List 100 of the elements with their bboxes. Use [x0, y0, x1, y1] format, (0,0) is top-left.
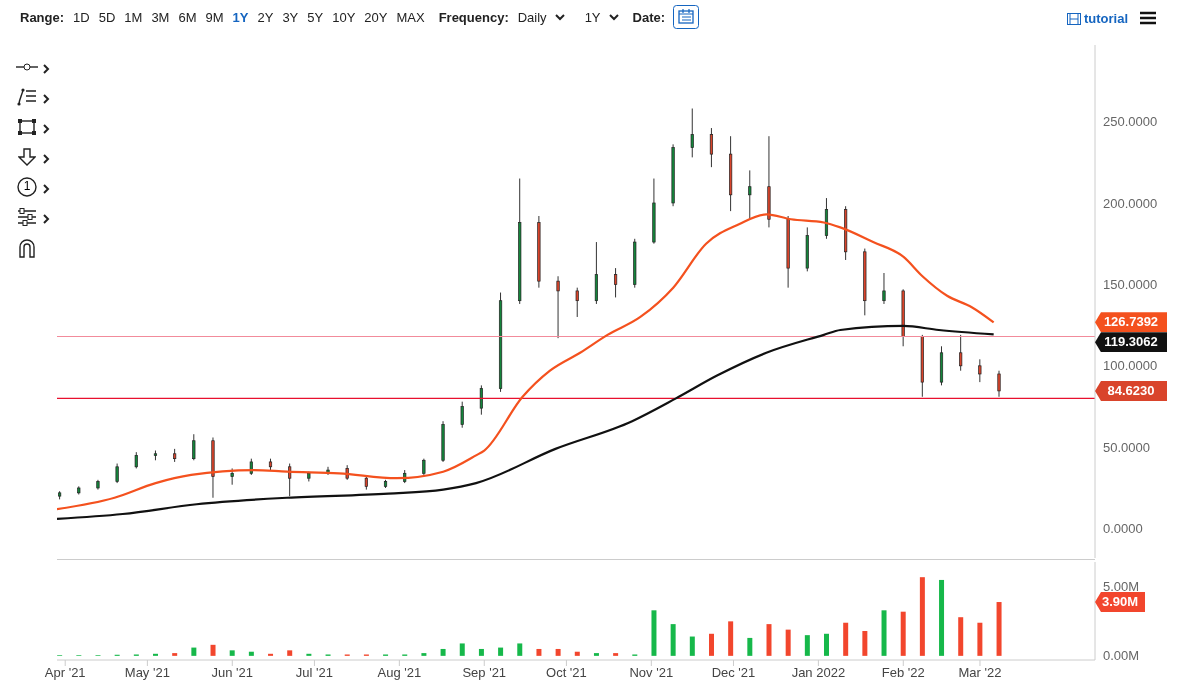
x-tick-label: Oct '21 — [546, 665, 587, 681]
y-tick-label: 5.00M — [1103, 579, 1140, 595]
bar — [881, 610, 887, 656]
bar — [268, 653, 274, 656]
bar — [977, 622, 983, 656]
text: 3M — [151, 9, 170, 25]
y-tick-label: 50.0000 — [1103, 439, 1150, 455]
y-tick-label: 200.0000 — [1103, 195, 1158, 211]
candlestick — [709, 127, 714, 168]
bar — [766, 624, 772, 656]
y-tick-label: 250.0000 — [1103, 114, 1158, 130]
text: tutorial — [1083, 11, 1128, 26]
text: MAX — [396, 9, 425, 25]
text: 126.7392 — [1095, 312, 1167, 333]
bar — [459, 643, 465, 656]
bar — [651, 610, 657, 656]
x-tick-label: Jan 2022 — [791, 665, 846, 681]
candlestick — [556, 275, 560, 339]
candlestick — [192, 433, 196, 461]
candlestick — [748, 169, 752, 220]
text: 1Y — [232, 9, 249, 25]
text: 9M — [205, 9, 224, 25]
x-tick-label: Feb '22 — [881, 665, 925, 681]
bar — [210, 644, 216, 656]
candlestick — [575, 287, 579, 318]
candlestick — [613, 267, 618, 298]
x-tick-label: Aug '21 — [377, 665, 422, 681]
bar — [478, 648, 484, 656]
bar — [248, 651, 254, 656]
bar — [689, 636, 695, 656]
y-tick-label: 0.00M — [1103, 648, 1140, 664]
bar — [191, 647, 197, 656]
candlestick — [460, 401, 464, 429]
text: Range: — [20, 9, 65, 25]
text: 10Y — [332, 9, 356, 25]
bar — [574, 651, 580, 656]
candlestick — [959, 334, 963, 372]
y-tick-label: 0.0000 — [1103, 521, 1143, 537]
bar — [287, 650, 293, 656]
bar — [958, 617, 964, 656]
bar — [421, 653, 427, 656]
candlestick — [997, 370, 1001, 398]
text: Daily — [517, 9, 547, 25]
x-tick-label: Jul '21 — [295, 665, 334, 681]
bar — [670, 624, 676, 656]
text: 119.3062 — [1095, 332, 1167, 353]
y-tick-label: 150.0000 — [1103, 277, 1158, 293]
bar — [229, 650, 235, 656]
text: 84.6230 — [1095, 380, 1167, 401]
bar — [728, 621, 734, 656]
bar — [593, 653, 599, 656]
x-tick-label: Sep '21 — [462, 665, 507, 681]
bar — [862, 631, 868, 656]
bar — [536, 648, 542, 656]
bar — [939, 579, 945, 656]
bar — [172, 653, 178, 656]
bar — [900, 611, 906, 656]
text: 3.90M — [1095, 592, 1145, 613]
text: 1 — [22, 179, 32, 193]
bar — [613, 653, 619, 656]
bar — [996, 602, 1002, 656]
y-tick-label: 100.0000 — [1103, 358, 1158, 374]
candlestick — [115, 463, 119, 484]
bar — [824, 633, 830, 656]
bar — [708, 633, 714, 656]
text: 5D — [98, 9, 116, 25]
bar — [153, 653, 159, 656]
x-tick-label: Dec '21 — [711, 665, 756, 681]
x-tick-label: Nov '21 — [629, 665, 674, 681]
text: 3Y — [282, 9, 299, 25]
bar — [555, 648, 561, 656]
candlestick — [978, 358, 982, 383]
bar — [747, 637, 753, 656]
bar — [919, 577, 925, 656]
candlestick — [230, 467, 234, 486]
text: 1D — [73, 9, 90, 25]
bar — [785, 629, 791, 656]
x-tick-label: Apr '21 — [44, 665, 86, 681]
line-series — [57, 213, 995, 511]
bar — [517, 643, 523, 656]
text: Date: — [632, 9, 666, 25]
bar — [843, 622, 849, 656]
line-series — [57, 324, 995, 521]
candlestick — [479, 384, 483, 416]
bar — [498, 647, 504, 656]
x-tick-label: May '21 — [124, 665, 170, 681]
bar — [804, 635, 810, 656]
bar — [440, 648, 446, 656]
text: Frequency: — [438, 9, 509, 25]
x-tick-label: Mar '22 — [958, 665, 1002, 681]
text: 1Y — [584, 9, 601, 25]
candlestick — [882, 272, 886, 305]
text: 2Y — [257, 9, 274, 25]
bar — [306, 653, 312, 656]
text: 5Y — [307, 9, 324, 25]
text: 6M — [178, 9, 197, 25]
text: 1M — [124, 9, 143, 25]
x-tick-label: Jun '21 — [211, 665, 254, 681]
candlestick — [690, 108, 694, 158]
text: 20Y — [364, 9, 388, 25]
